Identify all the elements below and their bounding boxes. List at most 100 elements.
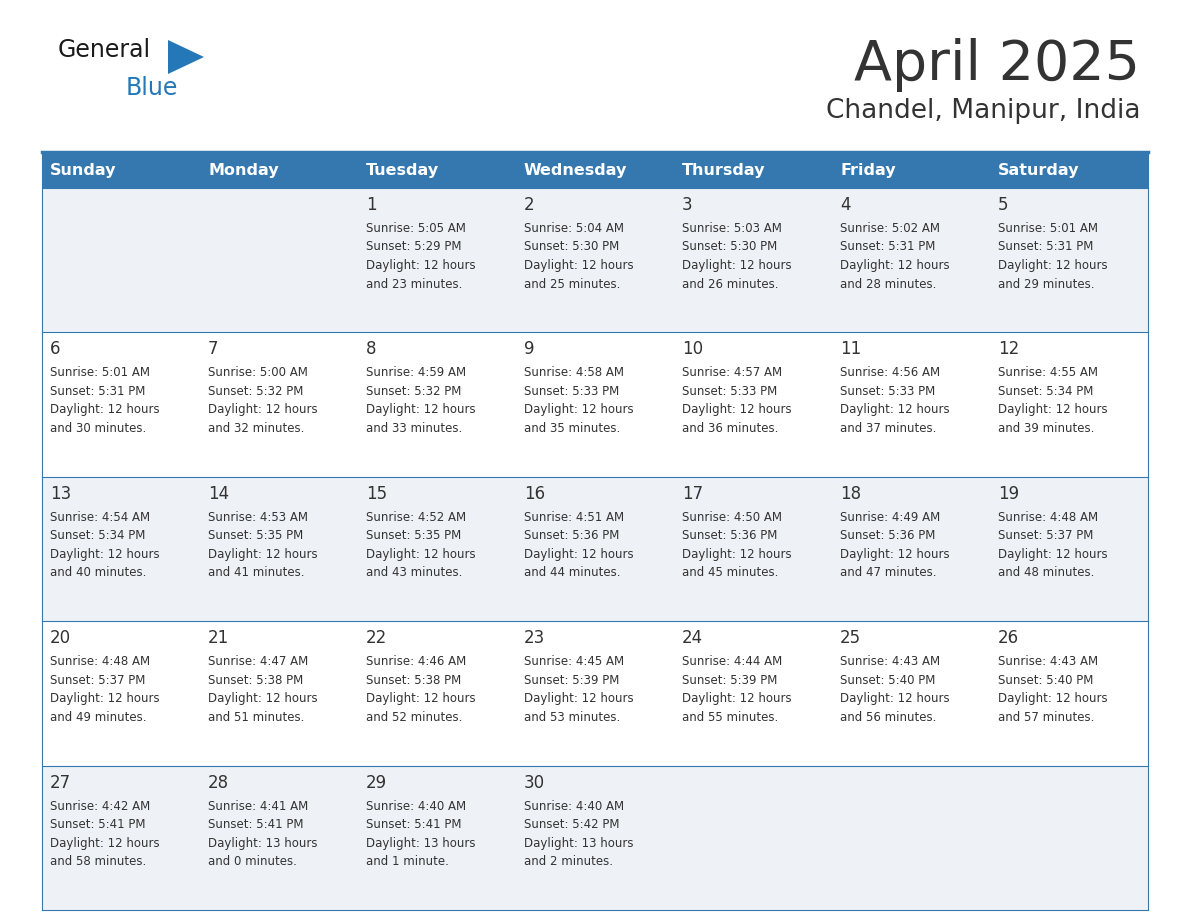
Text: Daylight: 12 hours: Daylight: 12 hours xyxy=(366,548,475,561)
Text: Daylight: 12 hours: Daylight: 12 hours xyxy=(840,692,949,705)
Text: Sunset: 5:39 PM: Sunset: 5:39 PM xyxy=(682,674,777,687)
Text: Sunrise: 4:55 AM: Sunrise: 4:55 AM xyxy=(998,366,1098,379)
Text: Sunset: 5:41 PM: Sunset: 5:41 PM xyxy=(208,818,303,831)
Text: Daylight: 12 hours: Daylight: 12 hours xyxy=(840,259,949,272)
Text: and 51 minutes.: and 51 minutes. xyxy=(208,711,304,723)
Text: and 49 minutes.: and 49 minutes. xyxy=(50,711,146,723)
Text: Sunrise: 4:41 AM: Sunrise: 4:41 AM xyxy=(208,800,308,812)
Bar xyxy=(42,476,1148,621)
Text: Wednesday: Wednesday xyxy=(524,162,627,177)
Text: Sunrise: 4:52 AM: Sunrise: 4:52 AM xyxy=(366,510,466,524)
Text: 29: 29 xyxy=(366,774,387,791)
Text: Sunset: 5:38 PM: Sunset: 5:38 PM xyxy=(366,674,461,687)
Text: Sunset: 5:41 PM: Sunset: 5:41 PM xyxy=(366,818,461,831)
Text: Sunset: 5:33 PM: Sunset: 5:33 PM xyxy=(682,385,777,397)
Text: Sunrise: 4:53 AM: Sunrise: 4:53 AM xyxy=(208,510,308,524)
Text: Sunrise: 4:56 AM: Sunrise: 4:56 AM xyxy=(840,366,940,379)
Text: and 28 minutes.: and 28 minutes. xyxy=(840,277,936,290)
Text: Daylight: 12 hours: Daylight: 12 hours xyxy=(682,403,791,417)
Text: Daylight: 12 hours: Daylight: 12 hours xyxy=(524,403,633,417)
Text: and 37 minutes.: and 37 minutes. xyxy=(840,422,936,435)
Text: and 45 minutes.: and 45 minutes. xyxy=(682,566,778,579)
Text: Sunrise: 4:48 AM: Sunrise: 4:48 AM xyxy=(50,655,150,668)
Text: and 25 minutes.: and 25 minutes. xyxy=(524,277,620,290)
Text: 26: 26 xyxy=(998,629,1019,647)
Text: 10: 10 xyxy=(682,341,703,358)
Text: Daylight: 12 hours: Daylight: 12 hours xyxy=(366,403,475,417)
Text: Sunset: 5:38 PM: Sunset: 5:38 PM xyxy=(208,674,303,687)
Text: 28: 28 xyxy=(208,774,229,791)
Text: Sunset: 5:29 PM: Sunset: 5:29 PM xyxy=(366,241,461,253)
Text: Sunrise: 5:04 AM: Sunrise: 5:04 AM xyxy=(524,222,624,235)
Bar xyxy=(832,152,990,188)
Text: Daylight: 12 hours: Daylight: 12 hours xyxy=(208,403,317,417)
Text: 2: 2 xyxy=(524,196,535,214)
Text: 7: 7 xyxy=(208,341,219,358)
Text: Sunrise: 5:01 AM: Sunrise: 5:01 AM xyxy=(998,222,1098,235)
Text: 3: 3 xyxy=(682,196,693,214)
Text: Daylight: 12 hours: Daylight: 12 hours xyxy=(998,548,1107,561)
Text: 8: 8 xyxy=(366,341,377,358)
Text: April 2025: April 2025 xyxy=(854,38,1140,92)
Text: Daylight: 12 hours: Daylight: 12 hours xyxy=(50,836,159,849)
Text: Friday: Friday xyxy=(840,162,896,177)
Text: Sunrise: 4:40 AM: Sunrise: 4:40 AM xyxy=(524,800,624,812)
Text: and 52 minutes.: and 52 minutes. xyxy=(366,711,462,723)
Text: Sunset: 5:34 PM: Sunset: 5:34 PM xyxy=(998,385,1093,397)
Text: and 58 minutes.: and 58 minutes. xyxy=(50,855,146,868)
Text: 5: 5 xyxy=(998,196,1009,214)
Text: Daylight: 13 hours: Daylight: 13 hours xyxy=(366,836,475,849)
Text: Sunset: 5:37 PM: Sunset: 5:37 PM xyxy=(998,530,1093,543)
Text: Sunrise: 5:00 AM: Sunrise: 5:00 AM xyxy=(208,366,308,379)
Text: 6: 6 xyxy=(50,341,61,358)
Bar xyxy=(358,152,516,188)
Bar xyxy=(516,152,674,188)
Bar xyxy=(200,152,358,188)
Text: Sunset: 5:34 PM: Sunset: 5:34 PM xyxy=(50,530,145,543)
Text: Sunset: 5:42 PM: Sunset: 5:42 PM xyxy=(524,818,619,831)
Text: Blue: Blue xyxy=(126,76,178,100)
Text: 1: 1 xyxy=(366,196,377,214)
Bar xyxy=(990,152,1148,188)
Text: Daylight: 12 hours: Daylight: 12 hours xyxy=(840,403,949,417)
Text: Sunset: 5:33 PM: Sunset: 5:33 PM xyxy=(840,385,935,397)
Text: Sunrise: 5:05 AM: Sunrise: 5:05 AM xyxy=(366,222,466,235)
Text: and 55 minutes.: and 55 minutes. xyxy=(682,711,778,723)
Text: and 56 minutes.: and 56 minutes. xyxy=(840,711,936,723)
Text: 9: 9 xyxy=(524,341,535,358)
Text: and 2 minutes.: and 2 minutes. xyxy=(524,855,613,868)
Text: Sunrise: 4:43 AM: Sunrise: 4:43 AM xyxy=(840,655,940,668)
Text: Daylight: 12 hours: Daylight: 12 hours xyxy=(840,548,949,561)
Text: Sunrise: 4:48 AM: Sunrise: 4:48 AM xyxy=(998,510,1098,524)
Text: and 23 minutes.: and 23 minutes. xyxy=(366,277,462,290)
Text: 11: 11 xyxy=(840,341,861,358)
Text: Sunrise: 4:59 AM: Sunrise: 4:59 AM xyxy=(366,366,466,379)
Text: 16: 16 xyxy=(524,485,545,503)
Text: Daylight: 12 hours: Daylight: 12 hours xyxy=(682,548,791,561)
Text: Daylight: 12 hours: Daylight: 12 hours xyxy=(998,692,1107,705)
Text: Sunset: 5:30 PM: Sunset: 5:30 PM xyxy=(524,241,619,253)
Text: 13: 13 xyxy=(50,485,71,503)
Text: Sunrise: 4:47 AM: Sunrise: 4:47 AM xyxy=(208,655,308,668)
Bar xyxy=(674,152,832,188)
Text: Daylight: 12 hours: Daylight: 12 hours xyxy=(524,548,633,561)
Text: 24: 24 xyxy=(682,629,703,647)
Text: and 43 minutes.: and 43 minutes. xyxy=(366,566,462,579)
Text: Sunset: 5:31 PM: Sunset: 5:31 PM xyxy=(840,241,935,253)
Text: and 39 minutes.: and 39 minutes. xyxy=(998,422,1094,435)
Text: Sunset: 5:32 PM: Sunset: 5:32 PM xyxy=(366,385,461,397)
Text: and 0 minutes.: and 0 minutes. xyxy=(208,855,297,868)
Text: 23: 23 xyxy=(524,629,545,647)
Text: General: General xyxy=(58,38,151,62)
Text: Sunset: 5:37 PM: Sunset: 5:37 PM xyxy=(50,674,145,687)
Bar xyxy=(42,332,1148,476)
Text: and 40 minutes.: and 40 minutes. xyxy=(50,566,146,579)
Text: Sunrise: 4:54 AM: Sunrise: 4:54 AM xyxy=(50,510,150,524)
Text: Daylight: 13 hours: Daylight: 13 hours xyxy=(208,836,317,849)
Text: and 1 minute.: and 1 minute. xyxy=(366,855,449,868)
Text: Sunrise: 4:57 AM: Sunrise: 4:57 AM xyxy=(682,366,782,379)
Text: Sunrise: 4:46 AM: Sunrise: 4:46 AM xyxy=(366,655,466,668)
Text: 14: 14 xyxy=(208,485,229,503)
Text: Sunset: 5:36 PM: Sunset: 5:36 PM xyxy=(524,530,619,543)
Text: 25: 25 xyxy=(840,629,861,647)
